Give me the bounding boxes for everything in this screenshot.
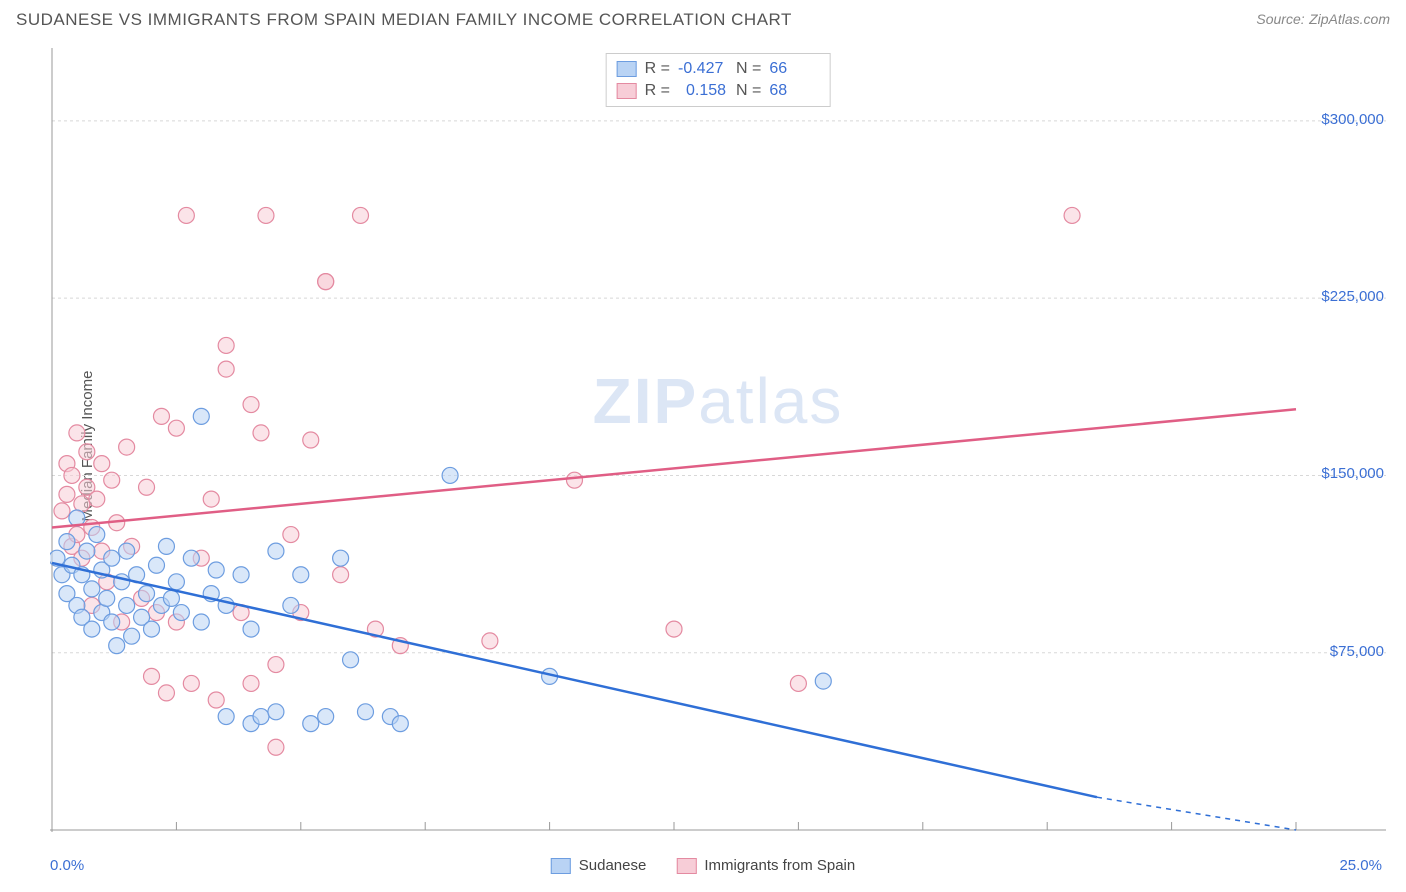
legend-item-spain: Immigrants from Spain [676,857,855,874]
r-label: R = [645,60,670,78]
n-label: N = [736,82,761,100]
y-tick-label: $75,000 [1330,643,1384,660]
legend-row-spain: R = 0.158 N = 68 [617,80,820,102]
x-axis-min-label: 0.0% [50,857,84,874]
source-attribution: Source: ZipAtlas.com [1256,11,1390,29]
n-value-spain: 68 [769,82,819,100]
n-value-sudanese: 66 [769,60,819,78]
r-value-sudanese: -0.427 [678,60,728,78]
y-tick-label: $150,000 [1321,465,1384,482]
chart-title: SUDANESE VS IMMIGRANTS FROM SPAIN MEDIAN… [16,10,792,30]
swatch-pink-icon [676,858,696,874]
scatter-plot-area: ZIPatlas R = -0.427 N = 66 R = 0.158 N =… [50,48,1386,832]
swatch-blue [617,61,637,77]
x-axis-max-label: 25.0% [1339,857,1382,874]
source-value: ZipAtlas.com [1309,11,1390,27]
y-tick-label: $300,000 [1321,111,1384,128]
legend-row-sudanese: R = -0.427 N = 66 [617,58,820,80]
legend-item-sudanese: Sudanese [551,857,647,874]
chart-svg [50,48,1386,832]
n-label: N = [736,60,761,78]
swatch-blue-icon [551,858,571,874]
correlation-legend: R = -0.427 N = 66 R = 0.158 N = 68 [606,53,831,107]
r-value-spain: 0.158 [678,82,728,100]
legend-label-spain: Immigrants from Spain [704,857,855,874]
y-tick-label: $225,000 [1321,288,1384,305]
swatch-pink [617,83,637,99]
series-legend: Sudanese Immigrants from Spain [551,857,855,874]
legend-label-sudanese: Sudanese [579,857,647,874]
source-label: Source: [1256,11,1304,27]
r-label: R = [645,82,670,100]
